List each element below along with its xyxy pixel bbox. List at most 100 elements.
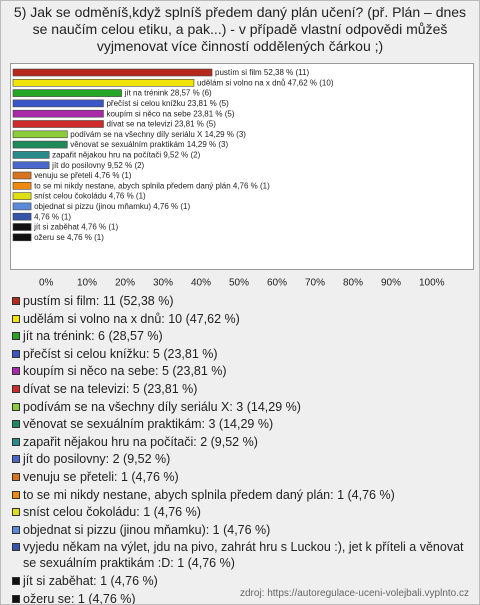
- legend-item: zapařit nějakou hru na počítači: 2 (9,52…: [11, 434, 473, 450]
- legend-swatch: [12, 437, 20, 446]
- legend-item: věnovat se sexuálním praktikám: 3 (14,29…: [11, 416, 473, 432]
- bar-label: jít na trénink 28,57 % (6): [124, 89, 212, 98]
- bar: [12, 233, 32, 242]
- x-tick-label: 90%: [381, 278, 401, 289]
- legend-label: vyjedu někam na výlet, jdu na pivo, zahr…: [23, 540, 464, 571]
- x-tick-label: 100%: [419, 278, 445, 289]
- legend-label: přečíst si celou knížku: 5 (23,81 %): [23, 346, 218, 361]
- bar: [12, 109, 104, 118]
- legend-swatch: [12, 525, 20, 534]
- bar: [12, 151, 50, 159]
- legend-item: podívám se na všechny díly seriálu X: 3 …: [11, 399, 473, 415]
- x-tick-label: 30%: [153, 278, 173, 289]
- bar-label: jít do posilovny 9,52 % (2): [51, 161, 144, 170]
- chart: 0% 10% 20% 30% 40% 50% 60% 70% 80% 90% 100% pustím …: [10, 63, 474, 289]
- bar: [12, 140, 68, 149]
- x-tick-label: 50%: [229, 278, 249, 289]
- legend-item: to se mi nikdy nestane, abych splnila př…: [11, 487, 473, 503]
- x-tick-label: 80%: [343, 278, 363, 289]
- bar-label: přečíst si celou knížku 23,81 % (5): [106, 99, 229, 108]
- legend-label: podívám se na všechny díly seriálu X: 3 …: [23, 399, 301, 414]
- plot-area: [10, 63, 474, 270]
- x-tick-label: 20%: [115, 278, 135, 289]
- legend-item: jít si zaběhat: 1 (4,76 %): [11, 573, 473, 589]
- legend-label: jít si zaběhat: 1 (4,76 %): [23, 573, 158, 588]
- bar-label: ožeru se 4,76 % (1): [34, 233, 104, 242]
- bar-label: udělám si volno na x dnů 47,62 % (10): [197, 78, 334, 87]
- legend-label: koupím si něco na sebe: 5 (23,81 %): [23, 364, 227, 379]
- legend-item: udělám si volno na x dnů: 10 (47,62 %): [11, 311, 473, 327]
- bar-label: objednat si pizzu (jinou mňamku) 4,76 % …: [34, 202, 190, 211]
- bar-label: pustím si film 52,38 % (11): [215, 68, 309, 77]
- legend-item: jít do posilovny: 2 (9,52 %): [11, 451, 473, 467]
- legend-item: koupím si něco na sebe: 5 (23,81 %): [11, 363, 473, 379]
- source: zdroj: https://autoregulace-uceni-volejb…: [239, 588, 469, 599]
- legend-swatch: [12, 472, 20, 481]
- legend-label: věnovat se sexuálním praktikám: 3 (14,29…: [23, 417, 274, 432]
- bar: [12, 223, 32, 231]
- legend-item: pustím si film: 11 (52,38 %): [11, 293, 473, 309]
- legend: pustím si film: 11 (52,38 %) udělám si vo…: [11, 293, 473, 605]
- x-tick-label: 40%: [191, 278, 211, 289]
- legend-label: sníst celou čokoládu: 1 (4,76 %): [23, 505, 201, 520]
- bar: [12, 130, 68, 139]
- legend-swatch: [12, 594, 20, 603]
- bar-label: dívat se na televizi 23,81 % (5): [106, 120, 216, 129]
- bar: [12, 68, 213, 77]
- legend-swatch: [12, 384, 20, 393]
- chart-title: 5) Jak se odměníš,když splníš předem dan…: [13, 4, 467, 54]
- legend-swatch: [12, 508, 20, 517]
- legend-item: sníst celou čokoládu: 1 (4,76 %): [11, 504, 473, 520]
- legend-item: dívat se na televizi: 5 (23,81 %): [11, 381, 473, 397]
- legend-swatch: [12, 402, 20, 411]
- legend-swatch: [12, 314, 20, 323]
- bar: [12, 99, 104, 108]
- legend-item: venuju se přeteli: 1 (4,76 %): [11, 469, 473, 485]
- bar: [12, 161, 50, 169]
- legend-swatch: [12, 455, 20, 464]
- bar-label: věnovat se sexuálním praktikám 14,29 % (…: [70, 140, 228, 149]
- legend-swatch: [12, 576, 20, 585]
- bar: [12, 182, 32, 190]
- legend-swatch: [12, 420, 20, 429]
- legend-label: dívat se na televizi: 5 (23,81 %): [23, 381, 198, 396]
- bar: [12, 202, 32, 211]
- legend-item: objednat si pizzu (jinou mňamku): 1 (4,7…: [11, 522, 473, 538]
- legend-label: objednat si pizzu (jinou mňamku): 1 (4,7…: [23, 522, 271, 537]
- bar-label: sníst celou čokoládu 4,76 % (1): [34, 192, 146, 201]
- legend-label: to se mi nikdy nestane, abych splnila př…: [23, 487, 395, 502]
- legend-swatch: [12, 490, 20, 499]
- bar: [12, 192, 32, 200]
- legend-label: zapařit nějakou hru na počítači: 2 (9,52…: [23, 434, 258, 449]
- legend-label: jít na trénink: 6 (28,57 %): [23, 329, 163, 344]
- bar: [12, 78, 195, 87]
- legend-label: ožeru se: 1 (4,76 %): [23, 591, 136, 605]
- legend-swatch: [12, 543, 20, 552]
- x-tick-label: 60%: [267, 278, 287, 289]
- bar-label: jít si zaběhat 4,76 % (1): [33, 223, 118, 232]
- x-tick-label: 10%: [77, 278, 97, 289]
- legend-swatch: [12, 349, 20, 358]
- legend-label: venuju se přeteli: 1 (4,76 %): [23, 469, 179, 484]
- legend-label: jít do posilovny: 2 (9,52 %): [23, 452, 171, 467]
- bar-label: podívám se na všechny díly seriálu X 14,…: [70, 130, 246, 139]
- legend-swatch: [12, 332, 20, 341]
- bar: [12, 171, 32, 180]
- bar-label: koupím si něco na sebe 23,81 % (5): [106, 109, 234, 118]
- bar: [12, 212, 32, 221]
- bar-label: venuju se přeteli 4,76 % (1): [34, 171, 132, 180]
- bar-label: 4,76 % (1): [34, 212, 71, 221]
- legend-label: udělám si volno na x dnů: 10 (47,62 %): [23, 311, 240, 326]
- bar-label: to se mi nikdy nestane, abych splnila př…: [34, 181, 270, 190]
- legend-item: jít na trénink: 6 (28,57 %): [11, 328, 473, 344]
- x-tick-label: 70%: [305, 278, 325, 289]
- legend-label: pustím si film: 11 (52,38 %): [23, 294, 174, 308]
- legend-swatch: [12, 367, 20, 376]
- legend-item: přečíst si celou knížku: 5 (23,81 %): [11, 346, 473, 362]
- legend-item: vyjedu někam na výlet, jdu na pivo, zahr…: [11, 539, 473, 571]
- bar-label: zapařit nějakou hru na počítači 9,52 % (…: [52, 151, 200, 160]
- x-tick-label: 0%: [39, 278, 54, 289]
- legend-swatch: [12, 297, 20, 305]
- legend-item: ožeru se: 1 (4,76 %): [11, 591, 473, 605]
